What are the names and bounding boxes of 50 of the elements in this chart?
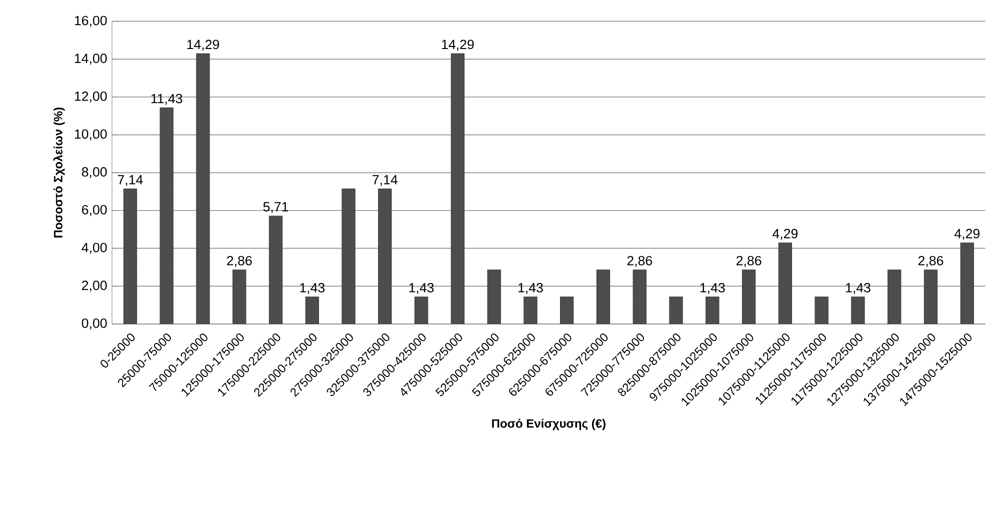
bar (196, 53, 210, 324)
data-label: 14,29 (442, 40, 474, 51)
data-label: 4,29 (954, 228, 980, 240)
y-tick-label: 2,00 (82, 280, 107, 292)
y-tick-label: 0,00 (82, 318, 107, 330)
data-label: 4,29 (772, 228, 798, 240)
bar (706, 296, 720, 324)
bar (742, 270, 756, 324)
bar (632, 270, 646, 324)
bar (305, 296, 319, 324)
y-tick-label: 10,00 (74, 129, 107, 140)
data-label: 1,43 (700, 283, 725, 294)
bar (450, 53, 465, 324)
data-label: 14,29 (187, 40, 220, 51)
data-label: 1,43 (409, 283, 434, 294)
data-label: 2,86 (227, 256, 252, 267)
y-tick-label: 6,00 (82, 204, 107, 216)
bar (268, 216, 283, 324)
bar (669, 296, 683, 324)
bar (778, 242, 792, 324)
x-axis-title: Ποσό Ενίσχυσης (€) (492, 418, 606, 430)
data-label: 2,86 (918, 256, 944, 267)
bar (924, 270, 938, 324)
bar (123, 188, 138, 324)
data-label: 5,71 (263, 202, 288, 214)
data-label: 7,14 (372, 175, 398, 186)
y-tick-label: 8,00 (82, 167, 107, 178)
bar (160, 108, 174, 324)
bar (888, 270, 902, 324)
data-label: 1,43 (518, 283, 543, 294)
bar (560, 296, 574, 324)
y-tick-label: 16,00 (74, 16, 107, 27)
data-label: 1,43 (300, 283, 325, 294)
bar (342, 188, 356, 324)
y-tick-label: 14,00 (74, 54, 107, 65)
y-axis-title: Ποσοστό Σχολείων (%) (53, 108, 65, 238)
data-label: 1,43 (846, 283, 870, 294)
bar (814, 296, 828, 324)
data-label: 2,86 (736, 256, 762, 267)
bar (232, 270, 246, 324)
bar (596, 270, 610, 324)
y-tick-label: 12,00 (74, 91, 107, 103)
data-label: 2,86 (627, 256, 652, 267)
data-label: 11,43 (151, 94, 182, 105)
bar (960, 242, 974, 324)
bar (414, 296, 428, 324)
bar (487, 270, 501, 324)
y-tick-label: 4,00 (82, 242, 107, 254)
data-label: 7,14 (118, 175, 143, 186)
bar (378, 188, 392, 324)
